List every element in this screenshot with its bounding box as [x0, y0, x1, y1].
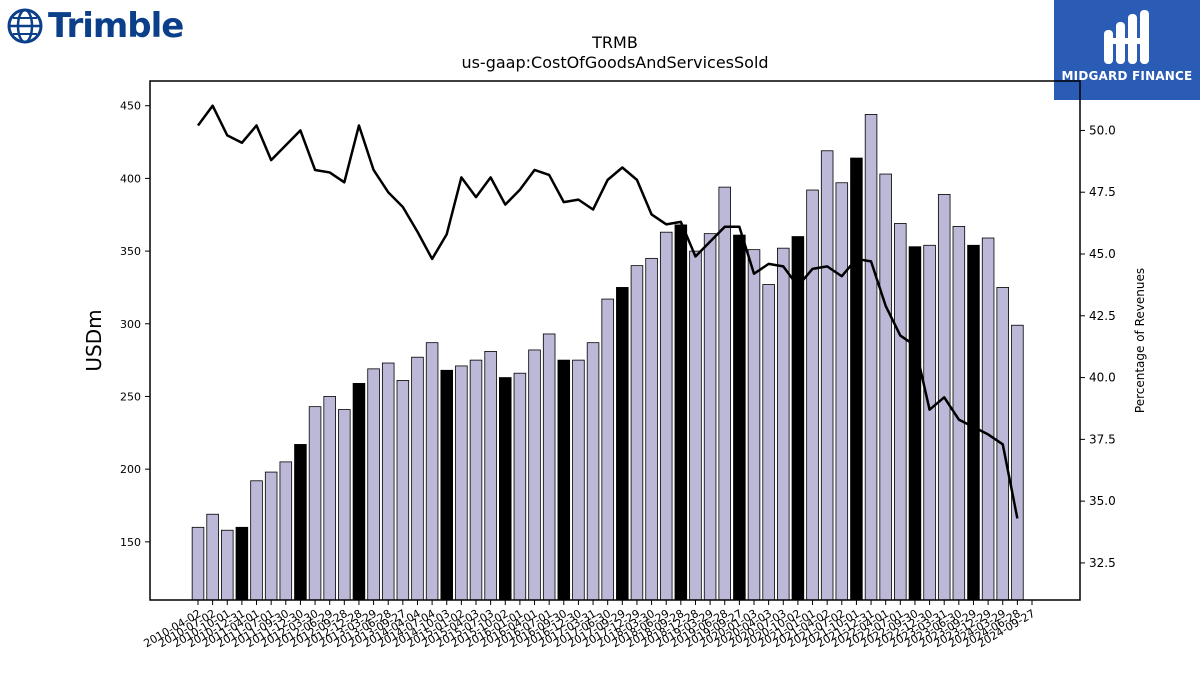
quarter-bar	[572, 359, 585, 601]
quarter-bar	[250, 480, 263, 601]
quarter-bar	[542, 333, 556, 601]
quarter-bar	[308, 406, 322, 601]
y-tick-label: 300	[120, 318, 141, 331]
quarter-bar	[659, 231, 673, 601]
annual-bar	[499, 377, 512, 601]
quarter-bar	[396, 380, 410, 601]
y-tick-label: 200	[120, 463, 141, 476]
annual-bar	[850, 157, 863, 601]
y2-tick-label: 40.0	[1089, 371, 1116, 385]
quarter-bar	[221, 529, 234, 601]
quarter-bar	[894, 223, 907, 601]
annual-bar	[616, 287, 629, 601]
annual-bar	[440, 369, 453, 601]
quarter-bar	[411, 356, 424, 601]
quarter-bar	[338, 409, 351, 601]
y-tick-label: 400	[120, 172, 141, 185]
annual-bar	[733, 234, 746, 601]
quarter-bar	[484, 350, 497, 601]
midgard-emblem-icon	[1104, 10, 1149, 64]
y2-tick-label: 47.5	[1089, 185, 1116, 199]
quarter-bar	[206, 513, 219, 601]
y2-axis-label: Percentage of Revenues	[1133, 268, 1147, 413]
y2-tick-label: 45.0	[1089, 247, 1116, 261]
y-axis-label: USDm	[82, 309, 106, 371]
y2-tick-label: 50.0	[1089, 123, 1116, 137]
quarter-bar	[835, 182, 849, 601]
quarter-bar	[528, 349, 541, 601]
y2-tick-label: 37.5	[1089, 432, 1116, 446]
quarter-bar	[586, 342, 600, 601]
annual-bar	[674, 224, 688, 601]
quarter-bar	[703, 233, 717, 601]
y2-tick-label: 42.5	[1089, 309, 1116, 323]
quarter-bar	[1011, 324, 1024, 601]
quarter-bar	[879, 173, 892, 601]
quarter-bar	[191, 526, 205, 601]
annual-bar	[967, 244, 980, 601]
percentage-of-revenues-line	[196, 104, 1019, 519]
quarter-bar	[279, 461, 293, 601]
y2-tick-label: 32.5	[1089, 556, 1116, 570]
globe-icon	[7, 8, 43, 44]
annual-bar	[294, 444, 307, 601]
quarter-bar	[601, 298, 614, 601]
annual-bar	[235, 526, 249, 601]
y2-tick-label: 35.0	[1089, 494, 1116, 508]
quarter-bar	[264, 471, 278, 601]
quarter-bar	[381, 362, 395, 601]
trimble-logo-text: Trimble	[48, 6, 184, 46]
y-tick-label: 350	[120, 245, 141, 258]
quarter-bar	[777, 247, 790, 601]
quarter-bar	[513, 372, 527, 601]
annual-bar	[908, 246, 922, 601]
quarter-bar	[469, 359, 483, 601]
chart-subtitle: us-gaap:CostOfGoodsAndServicesSold	[461, 53, 768, 72]
quarter-bar	[718, 186, 731, 601]
quarter-bar	[820, 150, 834, 601]
annual-bar	[791, 236, 805, 601]
quarter-bar	[425, 342, 439, 601]
trimble-logo: Trimble	[6, 6, 184, 46]
quarter-bar	[630, 265, 644, 601]
annual-bar	[352, 382, 366, 601]
midgard-finance-logo: MIDGARD FINANCE	[1054, 0, 1200, 100]
y-tick-label: 250	[120, 390, 141, 403]
chart-title: TRMB	[591, 33, 638, 52]
y-tick-label: 450	[120, 100, 141, 113]
annual-bar	[557, 359, 571, 601]
quarter-bar	[762, 284, 775, 601]
quarter-bar	[864, 114, 878, 601]
midgard-logo-text: MIDGARD FINANCE	[1061, 69, 1193, 83]
quarter-bar	[367, 368, 380, 601]
quarter-bar	[689, 250, 702, 601]
quarter-bar	[455, 365, 468, 601]
quarter-bar	[645, 257, 658, 601]
quarter-bar	[323, 396, 336, 601]
quarter-bar	[981, 237, 995, 601]
plot-frame	[149, 80, 1081, 601]
y-tick-label: 150	[120, 536, 141, 549]
quarter-bar	[747, 249, 761, 601]
quarter-bar	[923, 244, 936, 601]
quarter-bar	[806, 189, 819, 601]
